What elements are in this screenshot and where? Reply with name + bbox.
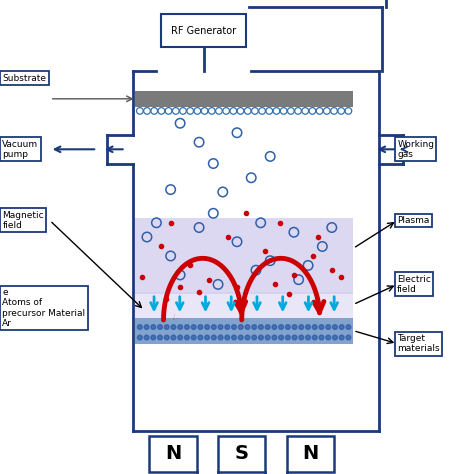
Bar <box>135 91 353 107</box>
Circle shape <box>326 325 330 329</box>
Circle shape <box>191 335 196 340</box>
Bar <box>135 218 353 294</box>
Circle shape <box>272 335 277 340</box>
Circle shape <box>333 335 337 340</box>
Circle shape <box>164 325 169 329</box>
Circle shape <box>211 325 216 329</box>
Circle shape <box>158 335 163 340</box>
Text: RF Generator: RF Generator <box>171 26 237 36</box>
Circle shape <box>232 325 237 329</box>
Text: e
Atoms of
precursor Material
Ar: e Atoms of precursor Material Ar <box>2 288 85 328</box>
Text: Target
materials: Target materials <box>397 334 440 353</box>
Circle shape <box>198 335 203 340</box>
Circle shape <box>137 335 142 340</box>
Text: S: S <box>235 444 249 464</box>
Circle shape <box>144 325 149 329</box>
Circle shape <box>299 335 304 340</box>
Circle shape <box>346 335 351 340</box>
Circle shape <box>279 325 283 329</box>
Bar <box>135 344 353 431</box>
Circle shape <box>333 325 337 329</box>
Circle shape <box>184 335 189 340</box>
Circle shape <box>218 335 223 340</box>
Circle shape <box>245 335 250 340</box>
Circle shape <box>232 335 237 340</box>
Circle shape <box>198 325 203 329</box>
FancyBboxPatch shape <box>287 436 334 472</box>
Circle shape <box>306 335 310 340</box>
Text: Electric
field: Electric field <box>397 275 431 294</box>
Circle shape <box>292 325 297 329</box>
Circle shape <box>299 325 304 329</box>
FancyBboxPatch shape <box>161 14 246 47</box>
Circle shape <box>225 335 230 340</box>
Circle shape <box>205 335 210 340</box>
Circle shape <box>151 335 155 340</box>
Circle shape <box>258 325 263 329</box>
Circle shape <box>279 335 283 340</box>
Bar <box>135 318 353 344</box>
Circle shape <box>171 325 176 329</box>
Circle shape <box>319 325 324 329</box>
Circle shape <box>164 335 169 340</box>
Circle shape <box>151 325 155 329</box>
Circle shape <box>225 325 230 329</box>
Circle shape <box>144 335 149 340</box>
Bar <box>135 292 353 318</box>
Circle shape <box>211 335 216 340</box>
Circle shape <box>265 325 270 329</box>
Circle shape <box>258 335 263 340</box>
Circle shape <box>178 335 182 340</box>
Text: Magnetic
field: Magnetic field <box>2 211 44 230</box>
Circle shape <box>137 325 142 329</box>
Circle shape <box>238 335 243 340</box>
Circle shape <box>218 325 223 329</box>
Circle shape <box>326 335 330 340</box>
Circle shape <box>265 335 270 340</box>
Circle shape <box>191 325 196 329</box>
Circle shape <box>346 325 351 329</box>
Circle shape <box>245 325 250 329</box>
Text: Plasma: Plasma <box>397 216 429 225</box>
Circle shape <box>306 325 310 329</box>
Circle shape <box>285 325 290 329</box>
FancyBboxPatch shape <box>149 436 197 472</box>
Circle shape <box>252 325 256 329</box>
Circle shape <box>312 335 317 340</box>
Text: N: N <box>165 444 181 464</box>
Circle shape <box>184 325 189 329</box>
Circle shape <box>178 325 182 329</box>
Circle shape <box>272 325 277 329</box>
Circle shape <box>312 325 317 329</box>
Circle shape <box>252 335 256 340</box>
Text: N: N <box>302 444 319 464</box>
FancyBboxPatch shape <box>218 436 265 472</box>
Text: Working
gas: Working gas <box>397 140 434 159</box>
Circle shape <box>339 325 344 329</box>
Circle shape <box>292 335 297 340</box>
Circle shape <box>205 325 210 329</box>
Circle shape <box>285 335 290 340</box>
Circle shape <box>171 335 176 340</box>
Circle shape <box>319 335 324 340</box>
Text: Vacuum
pump: Vacuum pump <box>2 140 38 159</box>
Circle shape <box>158 325 163 329</box>
Circle shape <box>339 335 344 340</box>
Text: Substrate: Substrate <box>2 74 46 82</box>
Circle shape <box>238 325 243 329</box>
